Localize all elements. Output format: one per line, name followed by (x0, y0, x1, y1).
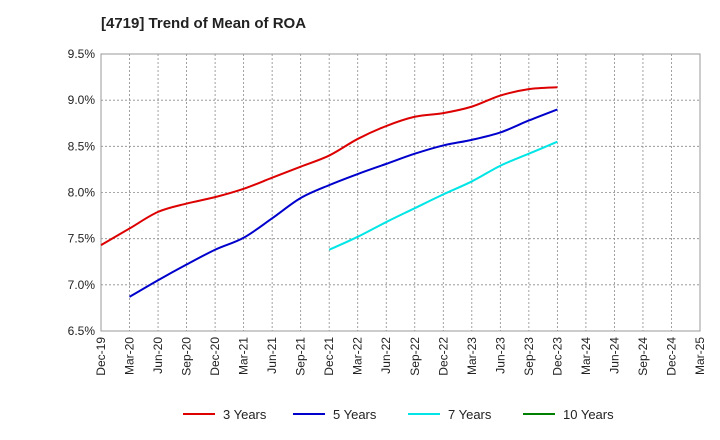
x-axis-tick-labels: Dec-19 Mar-20 Jun-20 Sep-20 Dec-20 Mar-21 Jun-… (94, 337, 707, 376)
y-tick-label: 9.0% (68, 93, 96, 107)
x-tick-label: Mar-20 (123, 337, 137, 375)
plot-area-frame (100, 53, 701, 332)
y-tick-label: 7.0% (68, 278, 96, 292)
x-tick-label: Dec-23 (550, 337, 564, 376)
y-axis-tick-labels: 6.5% 7.0% 7.5% 8.0% 8.5% 9.0% 9.5% (68, 47, 96, 338)
x-tick-label: Jun-20 (151, 337, 165, 374)
legend-label-3-years: 3 Years (223, 407, 267, 422)
x-tick-label: Sep-23 (522, 337, 536, 376)
x-tick-label: Jun-21 (265, 337, 279, 374)
x-tick-label: Mar-25 (693, 337, 707, 375)
x-tick-label: Dec-24 (664, 337, 678, 376)
x-tick-label: Sep-21 (294, 337, 308, 376)
legend-label-5-years: 5 Years (333, 407, 377, 422)
y-tick-label: 9.5% (68, 47, 96, 61)
x-tick-label: Sep-20 (180, 337, 194, 376)
y-tick-label: 8.0% (68, 186, 96, 200)
x-tick-label: Sep-22 (408, 337, 422, 376)
x-tick-label: Dec-20 (208, 337, 222, 376)
x-tick-label: Dec-22 (436, 337, 450, 376)
x-tick-label: Sep-24 (636, 337, 650, 376)
legend: 3 Years 5 Years 7 Years 10 Years (183, 407, 614, 422)
x-tick-label: Mar-24 (579, 337, 593, 375)
y-tick-label: 6.5% (68, 324, 96, 338)
x-tick-label: Jun-24 (607, 337, 621, 374)
x-tick-label: Mar-22 (351, 337, 365, 375)
series-line-7-years (328, 140, 558, 251)
series-lines (100, 86, 558, 298)
x-tick-label: Mar-23 (465, 337, 479, 375)
grid (101, 54, 700, 331)
x-tick-label: Jun-23 (493, 337, 507, 374)
legend-label-10-years: 10 Years (563, 407, 614, 422)
x-tick-label: Dec-19 (94, 337, 108, 376)
y-tick-label: 7.5% (68, 232, 96, 246)
series-line-3-years (100, 86, 558, 246)
x-tick-label: Dec-21 (322, 337, 336, 376)
legend-label-7-years: 7 Years (448, 407, 492, 422)
chart-title: [4719] Trend of Mean of ROA (101, 15, 306, 32)
x-tick-label: Jun-22 (379, 337, 393, 374)
series-line-5-years (129, 108, 558, 298)
x-tick-label: Mar-21 (237, 337, 251, 375)
y-tick-label: 8.5% (68, 139, 96, 153)
